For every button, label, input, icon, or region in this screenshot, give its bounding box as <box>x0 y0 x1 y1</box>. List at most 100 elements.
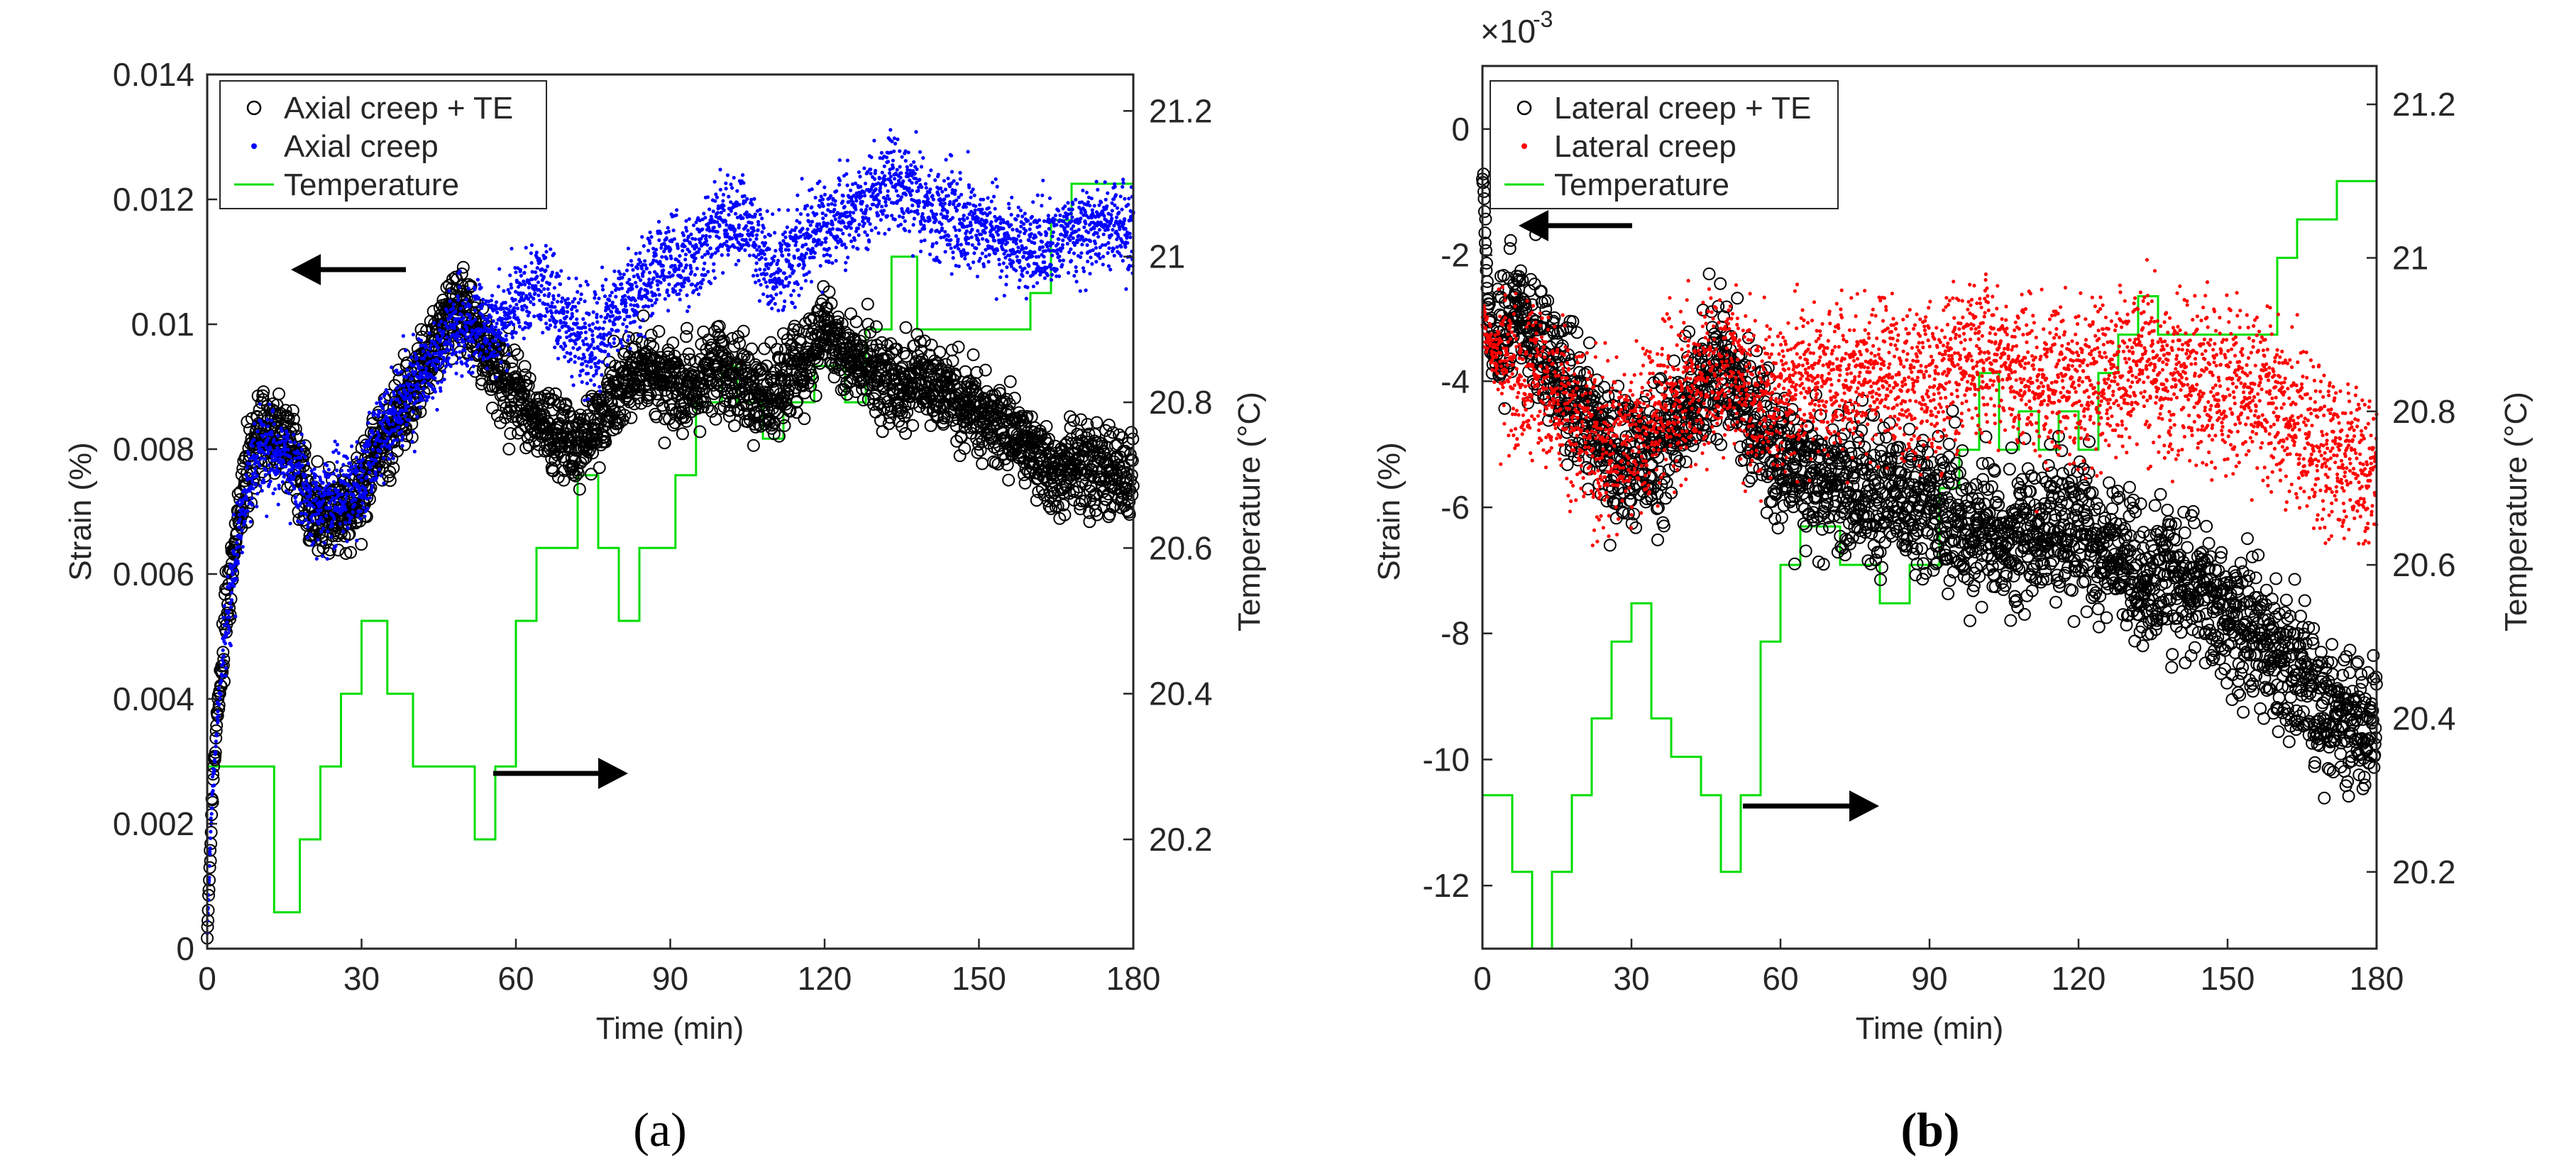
creep-point <box>265 418 270 422</box>
creep-point <box>292 475 296 480</box>
creep-point <box>690 282 695 287</box>
creep-point <box>353 502 357 507</box>
creep-point <box>287 491 291 495</box>
te-point <box>652 325 666 338</box>
creep-point <box>727 194 731 199</box>
creep-point <box>312 505 316 509</box>
creep-point <box>292 432 296 437</box>
creep-point <box>226 631 231 635</box>
creep-point <box>688 266 693 270</box>
creep-point <box>509 282 513 287</box>
creep-point <box>263 452 267 456</box>
te-point <box>323 460 336 474</box>
creep-point <box>737 258 741 263</box>
creep-point <box>549 311 554 315</box>
creep-point <box>590 329 595 333</box>
creep-point <box>246 509 250 513</box>
creep-point <box>300 463 304 468</box>
creep-point <box>409 388 414 392</box>
creep-point <box>607 319 612 323</box>
creep-point <box>265 436 270 441</box>
creep-point <box>256 460 260 464</box>
creep-point <box>368 435 373 439</box>
creep-point <box>391 422 395 426</box>
creep-point <box>253 482 258 487</box>
creep-point <box>614 294 618 299</box>
creep-point <box>700 234 705 238</box>
creep-point <box>216 710 220 714</box>
creep-point <box>473 287 477 292</box>
creep-point <box>326 468 331 472</box>
creep-point <box>642 270 646 274</box>
creep-point <box>221 648 225 653</box>
creep-point <box>360 473 364 478</box>
creep-point <box>494 300 499 304</box>
creep-point <box>559 299 563 304</box>
creep-point <box>620 286 624 290</box>
te-point <box>311 455 324 468</box>
creep-point <box>288 522 292 526</box>
creep-point <box>653 301 657 305</box>
creep-point <box>641 274 645 278</box>
creep-point <box>602 337 606 341</box>
creep-point <box>403 402 407 407</box>
creep-point <box>578 346 582 351</box>
creep-point <box>235 500 239 505</box>
creep-point <box>754 268 758 272</box>
creep-point <box>632 319 637 324</box>
creep-point <box>424 345 428 349</box>
creep-point <box>338 522 342 526</box>
creep-point <box>759 255 764 260</box>
creep-point <box>318 487 322 492</box>
creep-point <box>546 287 550 291</box>
creep-point <box>503 321 507 325</box>
creep-point <box>502 289 506 293</box>
creep-point <box>426 375 430 380</box>
creep-point <box>573 341 578 346</box>
creep-point <box>512 306 517 310</box>
creep-point <box>725 173 730 177</box>
creep-point <box>312 467 317 471</box>
creep-point <box>268 479 273 484</box>
creep-point <box>338 512 343 516</box>
te-point <box>456 260 470 274</box>
creep-point <box>293 456 297 460</box>
creep-point <box>409 397 413 401</box>
creep-point <box>749 221 754 225</box>
creep-point <box>747 243 751 248</box>
creep-point <box>544 321 549 326</box>
creep-point <box>532 302 536 307</box>
creep-point <box>665 288 669 292</box>
te-point <box>241 516 254 529</box>
te-point <box>523 372 536 385</box>
creep-point <box>209 812 214 816</box>
creep-point <box>754 233 759 237</box>
creep-point <box>353 463 358 468</box>
creep-point <box>764 241 768 246</box>
te-point <box>400 429 414 443</box>
creep-point <box>582 342 586 346</box>
creep-point <box>648 241 652 246</box>
creep-point <box>243 513 248 517</box>
te-point <box>217 653 231 666</box>
creep-point <box>251 487 255 491</box>
creep-point <box>497 347 502 351</box>
creep-point <box>475 277 480 282</box>
te-point <box>204 844 217 857</box>
creep-point <box>448 299 452 303</box>
creep-point <box>494 375 498 380</box>
te-point <box>666 336 680 350</box>
creep-point <box>368 470 372 475</box>
creep-point <box>212 783 216 788</box>
creep-point <box>358 509 363 513</box>
creep-point <box>382 410 387 414</box>
te-point <box>728 419 741 432</box>
creep-point <box>618 272 622 276</box>
creep-point <box>651 276 656 280</box>
creep-point <box>271 408 275 412</box>
creep-point <box>383 399 387 404</box>
te-point <box>355 538 368 551</box>
te-point <box>583 443 596 456</box>
creep-point <box>390 398 394 402</box>
creep-point <box>580 339 585 343</box>
